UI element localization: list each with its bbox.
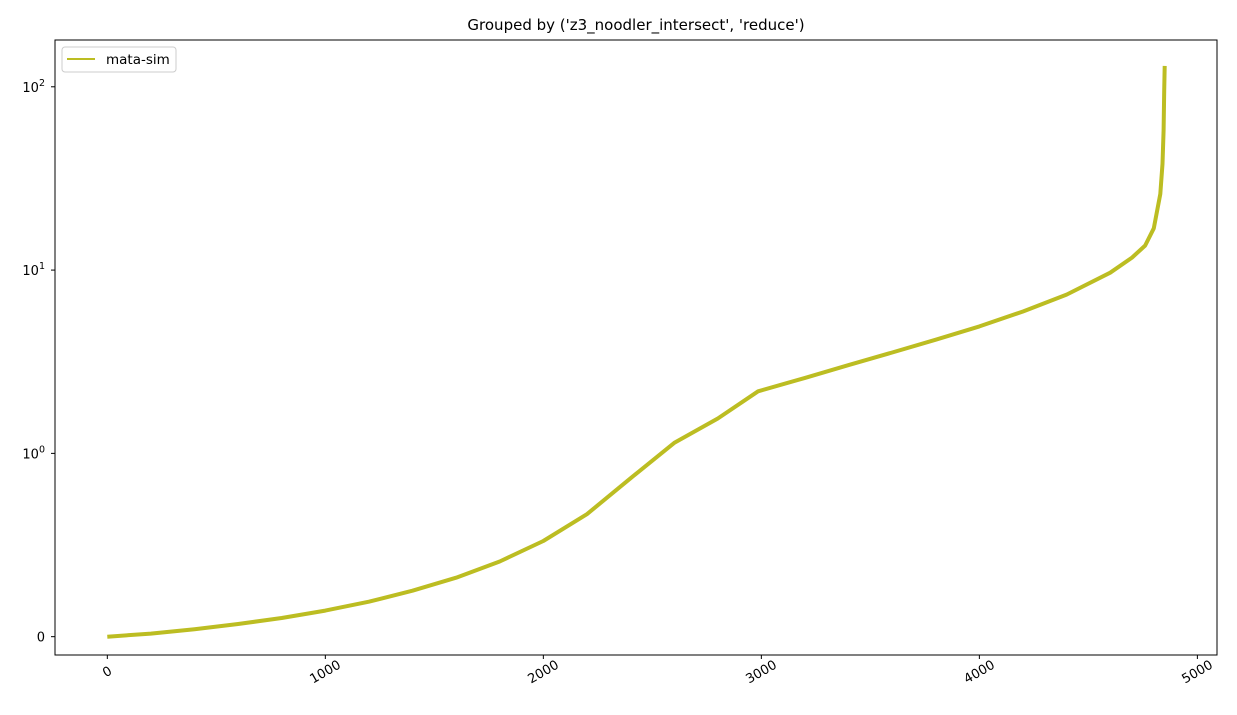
series-line-mata-sim [107,65,1167,639]
y-tick-base: 0 [37,631,45,646]
y-tick-label: 102 [22,78,45,96]
y-tick-exponent: 0 [39,444,45,455]
y-tick-base: 10 [22,447,39,462]
y-tick-base: 10 [22,264,39,279]
y-tick-label: 0 [37,631,45,646]
x-tick-label: 1000 [308,658,344,688]
plot-area [54,39,1218,656]
y-tick-exponent: 1 [39,261,45,272]
series-layer [107,65,1167,639]
y-tick-exponent: 2 [39,78,45,89]
legend-label: mata-sim [106,52,170,68]
x-tick-label: 0 [100,664,115,681]
y-tick-base: 10 [22,81,39,96]
y-tick-label: 101 [22,261,45,279]
x-tick-label: 4000 [962,658,998,688]
x-tick-label: 3000 [744,658,780,688]
x-tick-label: 2000 [526,658,562,688]
chart-title: Grouped by ('z3_noodler_intersect', 'red… [467,16,804,35]
legend: mata-sim [61,46,177,73]
y-tick-label: 100 [22,444,45,462]
x-axis: 0 1000 2000 3000 4000 5000 [100,655,1216,688]
legend-box [61,46,177,73]
x-tick-label: 5000 [1180,658,1216,688]
